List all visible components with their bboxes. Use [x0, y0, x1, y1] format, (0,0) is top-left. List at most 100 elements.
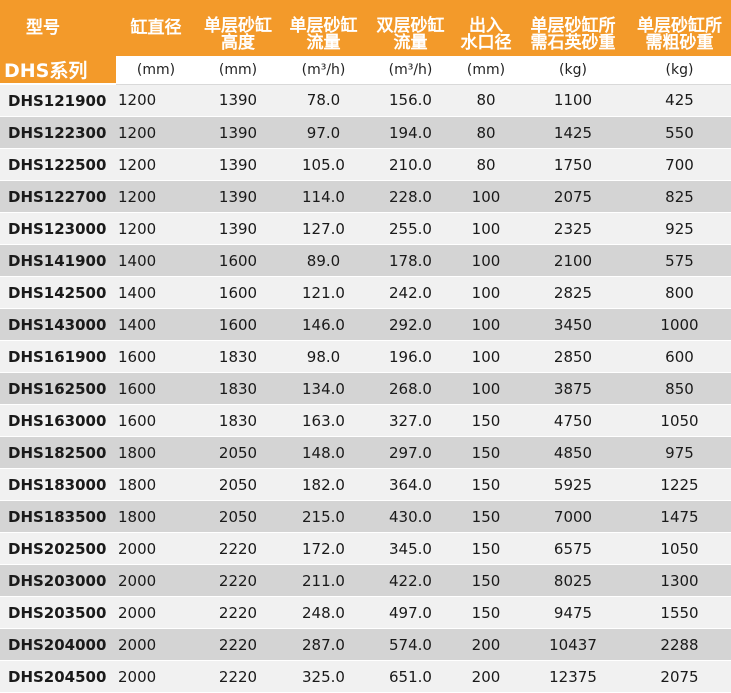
- quartz-weight-cell: 9475: [518, 596, 628, 629]
- quartz-weight-cell: 2850: [518, 340, 628, 373]
- diameter-cell: 2000: [116, 628, 196, 661]
- table-row: DHS204500 2000 2220 325.0 651.0 200 12375 2075: [0, 660, 731, 693]
- model-cell: DHS204500: [0, 660, 116, 693]
- coarse-weight-cell: 425: [628, 84, 731, 117]
- single-flow-cell: 98.0: [280, 340, 367, 373]
- table-row: DHS163000 1600 1830 163.0 327.0 150 4750 1050: [0, 404, 731, 437]
- diameter-cell: 1600: [116, 372, 196, 405]
- table-header: 型号 缸直径 单层砂缸 高度 单层砂缸 流量 双层砂缸 流量 出入 水口径 单层…: [0, 0, 731, 85]
- height-cell: 2220: [196, 532, 280, 565]
- diameter-cell: 1200: [116, 84, 196, 117]
- header-port-diameter: 出入 水口径: [454, 0, 518, 56]
- diameter-cell: 2000: [116, 660, 196, 693]
- unit-quartz-weight: (kg): [518, 56, 628, 85]
- double-flow-cell: 327.0: [367, 404, 454, 437]
- single-flow-cell: 114.0: [280, 180, 367, 213]
- height-cell: 1390: [196, 180, 280, 213]
- diameter-cell: 1200: [116, 116, 196, 149]
- coarse-weight-cell: 1475: [628, 500, 731, 533]
- model-cell: DHS182500: [0, 436, 116, 469]
- quartz-weight-cell: 4850: [518, 436, 628, 469]
- double-flow-cell: 422.0: [367, 564, 454, 597]
- double-flow-cell: 156.0: [367, 84, 454, 117]
- quartz-weight-cell: 2075: [518, 180, 628, 213]
- double-flow-cell: 242.0: [367, 276, 454, 309]
- model-cell: DHS141900: [0, 244, 116, 277]
- coarse-weight-cell: 550: [628, 116, 731, 149]
- unit-row: DHS系列 (mm) (mm) (m³/h) (m³/h) (mm) (kg) …: [0, 56, 731, 85]
- unit-double-flow: (m³/h): [367, 56, 454, 85]
- coarse-weight-cell: 2288: [628, 628, 731, 661]
- header-diameter: 缸直径: [116, 0, 196, 56]
- single-flow-cell: 134.0: [280, 372, 367, 405]
- coarse-weight-cell: 600: [628, 340, 731, 373]
- model-cell: DHS163000: [0, 404, 116, 437]
- single-flow-cell: 325.0: [280, 660, 367, 693]
- port-diameter-cell: 150: [454, 564, 518, 597]
- single-flow-cell: 78.0: [280, 84, 367, 117]
- double-flow-cell: 297.0: [367, 436, 454, 469]
- diameter-cell: 1200: [116, 180, 196, 213]
- coarse-weight-cell: 1225: [628, 468, 731, 501]
- port-diameter-cell: 100: [454, 212, 518, 245]
- model-cell: DHS183000: [0, 468, 116, 501]
- quartz-weight-cell: 12375: [518, 660, 628, 693]
- quartz-weight-cell: 2825: [518, 276, 628, 309]
- table-row: DHS161900 1600 1830 98.0 196.0 100 2850 600: [0, 340, 731, 373]
- port-diameter-cell: 100: [454, 372, 518, 405]
- quartz-weight-cell: 2325: [518, 212, 628, 245]
- quartz-weight-cell: 6575: [518, 532, 628, 565]
- single-flow-cell: 121.0: [280, 276, 367, 309]
- diameter-cell: 1800: [116, 436, 196, 469]
- height-cell: 1390: [196, 212, 280, 245]
- table-row: DHS183500 1800 2050 215.0 430.0 150 7000 1475: [0, 500, 731, 533]
- unit-diameter: (mm): [116, 56, 196, 85]
- diameter-cell: 1400: [116, 276, 196, 309]
- port-diameter-cell: 80: [454, 148, 518, 181]
- single-flow-cell: 287.0: [280, 628, 367, 661]
- coarse-weight-cell: 1550: [628, 596, 731, 629]
- double-flow-cell: 194.0: [367, 116, 454, 149]
- diameter-cell: 2000: [116, 564, 196, 597]
- unit-coarse-weight: (kg): [628, 56, 731, 85]
- coarse-weight-cell: 2075: [628, 660, 731, 693]
- coarse-weight-cell: 800: [628, 276, 731, 309]
- model-cell: DHS121900: [0, 84, 116, 117]
- table-row: DHS143000 1400 1600 146.0 292.0 100 3450 1000: [0, 308, 731, 341]
- table-row: DHS203500 2000 2220 248.0 497.0 150 9475 1550: [0, 596, 731, 629]
- table-row: DHS123000 1200 1390 127.0 255.0 100 2325 925: [0, 212, 731, 245]
- height-cell: 2220: [196, 564, 280, 597]
- diameter-cell: 1600: [116, 404, 196, 437]
- port-diameter-cell: 150: [454, 436, 518, 469]
- double-flow-cell: 255.0: [367, 212, 454, 245]
- diameter-cell: 1200: [116, 148, 196, 181]
- diameter-cell: 1800: [116, 500, 196, 533]
- double-flow-cell: 292.0: [367, 308, 454, 341]
- diameter-cell: 1400: [116, 244, 196, 277]
- port-diameter-cell: 80: [454, 84, 518, 117]
- single-flow-cell: 163.0: [280, 404, 367, 437]
- quartz-weight-cell: 3450: [518, 308, 628, 341]
- height-cell: 1830: [196, 404, 280, 437]
- quartz-weight-cell: 10437: [518, 628, 628, 661]
- header-model: 型号: [0, 0, 116, 56]
- height-cell: 2220: [196, 628, 280, 661]
- height-cell: 1830: [196, 340, 280, 373]
- table-body: DHS121900 1200 1390 78.0 156.0 80 1100 425 DHS12…: [0, 84, 731, 693]
- header-height: 单层砂缸 高度: [196, 0, 280, 56]
- single-flow-cell: 172.0: [280, 532, 367, 565]
- quartz-weight-cell: 5925: [518, 468, 628, 501]
- port-diameter-cell: 100: [454, 340, 518, 373]
- height-cell: 2050: [196, 500, 280, 533]
- table-row: DHS141900 1400 1600 89.0 178.0 100 2100 575: [0, 244, 731, 277]
- table-row: DHS162500 1600 1830 134.0 268.0 100 3875 850: [0, 372, 731, 405]
- single-flow-cell: 211.0: [280, 564, 367, 597]
- unit-height: (mm): [196, 56, 280, 85]
- height-cell: 1600: [196, 308, 280, 341]
- height-cell: 1600: [196, 244, 280, 277]
- height-cell: 1600: [196, 276, 280, 309]
- double-flow-cell: 364.0: [367, 468, 454, 501]
- double-flow-cell: 574.0: [367, 628, 454, 661]
- single-flow-cell: 146.0: [280, 308, 367, 341]
